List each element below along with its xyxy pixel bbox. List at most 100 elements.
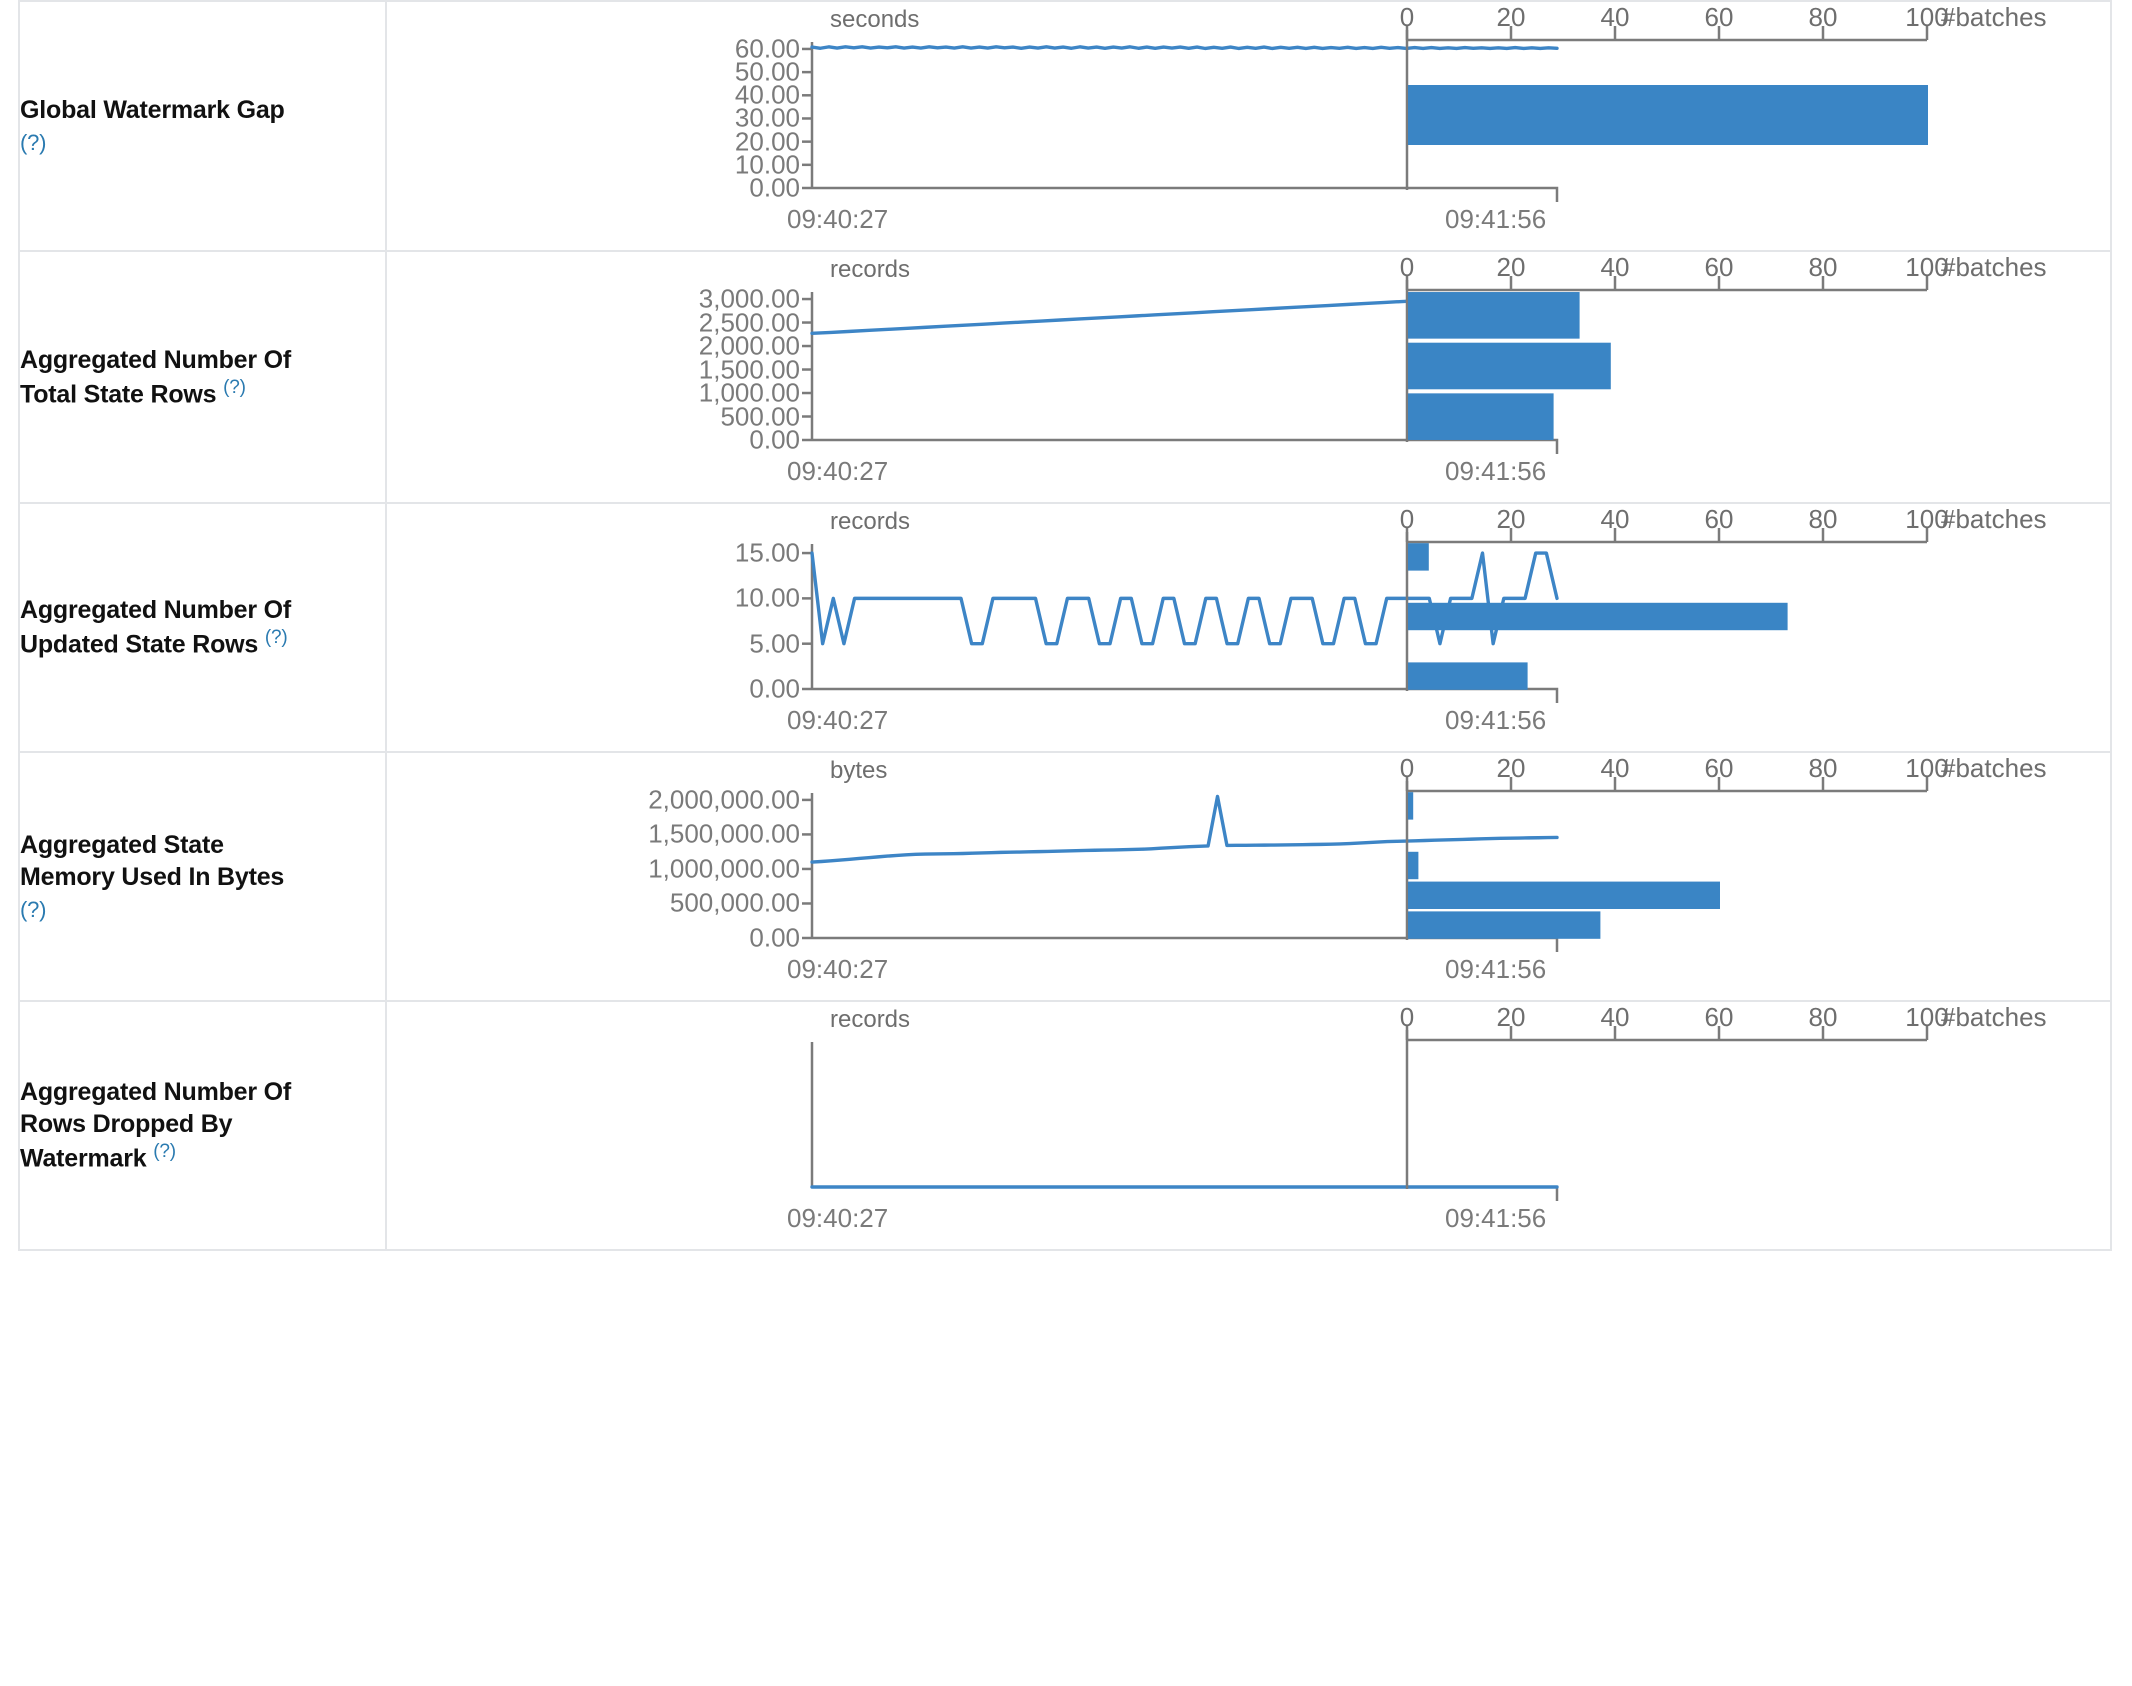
timeline-chart-4[interactable]: records 09:40:27 09:41:56 <box>387 1002 1577 1249</box>
batch-histogram-2[interactable]: 0 20 40 60 80 100 #batches <box>1400 504 2132 751</box>
histogram-tick-label: 60 <box>1704 753 1734 783</box>
histogram-axis-name: #batches <box>1941 753 2047 783</box>
y-axis-tick-labels: 2,000,000.00 1,500,000.00 1,000,000.00 500,… <box>387 753 800 1000</box>
histogram-tick-label: 20 <box>1496 753 1526 783</box>
metric-name-4-cont2: Watermark (?) <box>20 1140 385 1174</box>
metrics-table-body: Global Watermark Gap (?) seconds 60.00 50.… <box>19 0 2111 1251</box>
help-icon[interactable]: (?) <box>264 627 288 649</box>
histogram-tick-label: 60 <box>1704 504 1734 534</box>
y-tick-label: 10.00 <box>734 149 800 180</box>
timeline-chart-1[interactable]: records 3,000.00 2,500.00 2,000.00 1,500.00 1… <box>387 252 1577 502</box>
histogram-bar <box>1408 911 1601 939</box>
histogram-tick-label: 20 <box>1496 252 1526 282</box>
x-axis-start-label: 09:40:27 <box>787 705 889 735</box>
help-icon[interactable]: (?) <box>20 896 47 922</box>
help-icon[interactable]: (?) <box>153 1141 176 1163</box>
histogram-axis-name: #batches <box>1941 1002 2047 1032</box>
metric-label-line-2: Rows Dropped By <box>20 1110 233 1139</box>
y-tick-label: 1,500,000.00 <box>648 818 800 849</box>
metric-label-cell-2: Aggregated Number Of Updated State Rows … <box>19 502 387 753</box>
timeline-plot <box>802 42 1559 202</box>
histogram-tick-label: 0 <box>1399 1002 1415 1032</box>
metric-charts-cell-1: records 3,000.00 2,500.00 2,000.00 1,500.00 1… <box>386 250 2111 504</box>
histogram-bar <box>1408 851 1419 880</box>
y-tick-label: 5.00 <box>749 628 800 659</box>
timeline-plot <box>810 1042 1559 1201</box>
metric-charts-cell-0: seconds 60.00 50.00 40.00 30.00 20.00 10.00 0.0… <box>386 0 2111 252</box>
histogram-bar <box>1408 393 1554 440</box>
help-icon[interactable]: (?) <box>223 376 246 398</box>
y-tick-label: 3,000.00 <box>698 283 800 314</box>
y-tick-label: 50.00 <box>734 56 800 87</box>
metric-label-line-1: Aggregated Number Of <box>20 596 292 625</box>
histogram-bar <box>1408 342 1611 390</box>
histogram-tick-label: 80 <box>1808 252 1838 282</box>
table-row: Global Watermark Gap (?) seconds 60.00 50.… <box>19 0 2111 252</box>
metric-label-line-1: Aggregated Number Of <box>20 345 292 374</box>
batch-histogram-0[interactable]: 0 20 40 60 80 100 #batches <box>1400 2 2132 250</box>
timeline-chart-0[interactable]: seconds 60.00 50.00 40.00 30.00 20.00 10.00 0.0… <box>387 2 1577 250</box>
histogram-tick-label: 80 <box>1808 753 1838 783</box>
histogram-bar <box>1408 792 1414 820</box>
metric-label-line-2: Updated State Rows <box>20 630 259 659</box>
metric-label-cell-1: Aggregated Number Of Total State Rows (?… <box>19 250 387 504</box>
metric-name-1: Aggregated Number Of <box>20 344 385 376</box>
x-axis-end-label: 09:41:56 <box>1445 204 1547 234</box>
series-line <box>810 794 1559 864</box>
streaming-metrics-table: Global Watermark Gap (?) seconds 60.00 50.… <box>18 0 2112 1251</box>
y-tick-label: 0.00 <box>749 673 800 704</box>
histogram-tick-label: 40 <box>1600 2 1630 32</box>
histogram-tick-label: 60 <box>1704 252 1734 282</box>
table-row: Aggregated Number Of Updated State Rows … <box>19 502 2111 753</box>
y-tick-label: 10.00 <box>734 582 800 613</box>
y-axis-unit-label: records <box>830 256 911 283</box>
x-axis-start-label: 09:40:27 <box>787 954 889 984</box>
histogram-tick-label: 100 <box>1905 753 1949 783</box>
histogram-tick-label: 60 <box>1704 2 1734 32</box>
metric-label-cell-0: Global Watermark Gap (?) <box>19 0 387 252</box>
histogram-tick-label: 100 <box>1905 252 1949 282</box>
batch-histogram-4[interactable]: 0 20 40 60 80 100 #batches <box>1400 1002 2132 1249</box>
y-tick-label: 15.00 <box>734 537 800 568</box>
timeline-chart-3[interactable]: bytes 2,000,000.00 1,500,000.00 1,000,000.0… <box>387 753 1577 1000</box>
histogram-tick-label: 40 <box>1600 753 1630 783</box>
batch-histogram-3[interactable]: 0 20 40 60 80 100 #batches <box>1400 753 2132 1000</box>
timeline-chart-2[interactable]: records 15.00 10.00 5.00 0.00 09:40:27 09:41:5… <box>387 504 1577 751</box>
metric-name-4: Aggregated Number Of <box>20 1076 385 1108</box>
x-axis-start-label: 09:40:27 <box>787 456 889 486</box>
metric-name-3-cont: Memory Used In Bytes <box>20 861 385 893</box>
y-axis-tick-labels: 60.00 50.00 40.00 30.00 20.00 10.00 0.00 <box>387 2 800 250</box>
metric-name-3: Aggregated State <box>20 829 385 861</box>
metric-name-4-cont: Rows Dropped By <box>20 1108 385 1140</box>
histogram-tick-label: 60 <box>1704 1002 1734 1032</box>
table-row: Aggregated Number Of Total State Rows (?… <box>19 250 2111 504</box>
help-icon[interactable]: (?) <box>20 130 47 155</box>
histogram-plot <box>1405 276 1929 442</box>
y-tick-label: 1,000.00 <box>698 377 800 408</box>
batch-histogram-1[interactable]: 0 20 40 60 80 100 #batches <box>1400 252 2132 502</box>
y-tick-label: 1,000,000.00 <box>648 853 800 884</box>
metric-name-0: Global Watermark Gap <box>20 94 385 126</box>
y-tick-label: 30.00 <box>734 102 800 133</box>
histogram-plot <box>1405 528 1929 691</box>
metric-name-1-cont: Total State Rows (?) <box>20 376 385 410</box>
metric-label-line-3: Watermark <box>20 1144 147 1173</box>
histogram-plot <box>1405 26 1929 190</box>
y-tick-label: 0.00 <box>749 922 800 953</box>
metric-help-row-3: (?) <box>20 893 385 925</box>
x-axis-end-label: 09:41:56 <box>1445 456 1547 486</box>
metric-label-line-2: Memory Used In Bytes <box>20 862 285 891</box>
y-tick-label: 20.00 <box>734 126 800 157</box>
y-tick-label: 500.00 <box>720 401 800 431</box>
y-axis-unit-label: records <box>830 1006 911 1033</box>
series-line <box>810 45 1559 51</box>
histogram-bar <box>1408 292 1580 339</box>
histogram-tick-label: 40 <box>1600 252 1630 282</box>
y-axis-unit-label: bytes <box>830 757 888 784</box>
chart-row-3: bytes 2,000,000.00 1,500,000.00 1,000,000.0… <box>387 753 2110 1000</box>
metric-charts-cell-2: records 15.00 10.00 5.00 0.00 09:40:27 09:41:5… <box>386 502 2111 753</box>
histogram-tick-label: 100 <box>1905 2 1949 32</box>
y-axis-unit-label: seconds <box>830 6 920 33</box>
y-tick-label: 0.00 <box>749 172 800 203</box>
metric-label-cell-4: Aggregated Number Of Rows Dropped By Wat… <box>19 1000 387 1251</box>
